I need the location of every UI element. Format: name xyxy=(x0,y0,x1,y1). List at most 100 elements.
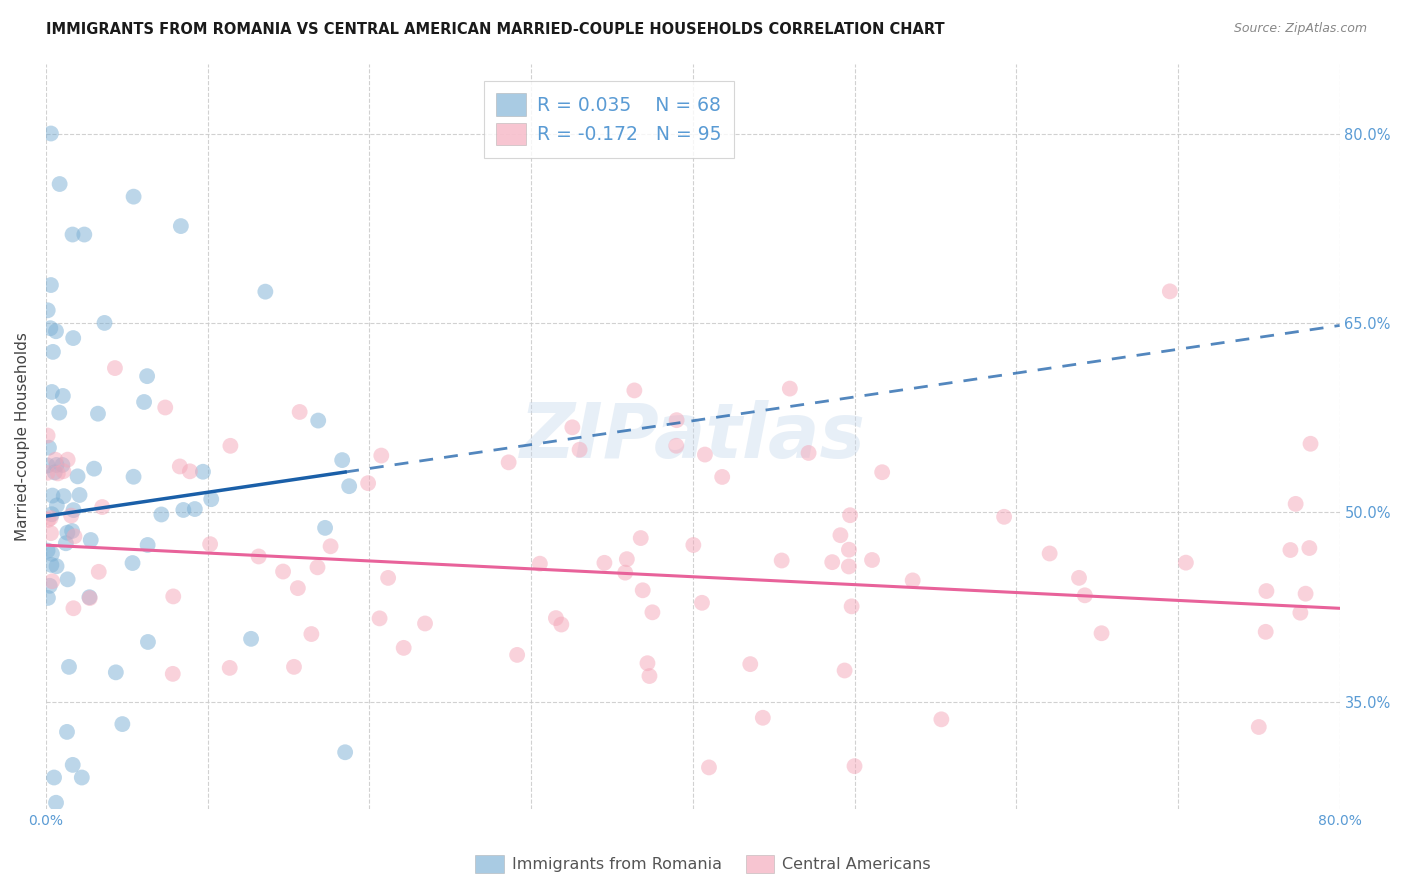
Point xyxy=(41,574,63,589)
Point xyxy=(693,448,716,462)
Point xyxy=(39,278,62,293)
Point xyxy=(1247,720,1270,734)
Point xyxy=(91,500,114,514)
Point xyxy=(155,401,177,415)
Point xyxy=(45,458,67,472)
Point xyxy=(37,303,59,318)
Point xyxy=(841,599,863,614)
Point xyxy=(1298,541,1320,555)
Point xyxy=(616,552,638,566)
Point xyxy=(254,285,277,299)
Point xyxy=(630,531,652,545)
Point xyxy=(62,227,84,242)
Point xyxy=(62,757,84,772)
Point xyxy=(198,537,221,551)
Point xyxy=(56,572,79,586)
Point xyxy=(41,489,63,503)
Point xyxy=(45,324,67,338)
Point xyxy=(52,389,75,403)
Text: IMMIGRANTS FROM ROMANIA VS CENTRAL AMERICAN MARRIED-COUPLE HOUSEHOLDS CORRELATIO: IMMIGRANTS FROM ROMANIA VS CENTRAL AMERI… xyxy=(46,22,945,37)
Point xyxy=(104,665,127,680)
Point xyxy=(931,712,953,726)
Point xyxy=(73,227,96,242)
Point xyxy=(1285,497,1308,511)
Point xyxy=(901,574,924,588)
Point xyxy=(1074,588,1097,602)
Point xyxy=(370,449,392,463)
Point xyxy=(392,640,415,655)
Point xyxy=(219,439,242,453)
Point xyxy=(779,382,801,396)
Point xyxy=(41,384,63,399)
Point xyxy=(39,511,62,525)
Point xyxy=(1174,556,1197,570)
Point xyxy=(38,441,60,455)
Point xyxy=(80,533,103,547)
Point xyxy=(1254,624,1277,639)
Point xyxy=(162,590,184,604)
Point xyxy=(39,127,62,141)
Point xyxy=(529,557,551,571)
Point xyxy=(41,558,63,572)
Point xyxy=(70,771,93,785)
Point xyxy=(665,413,688,427)
Point xyxy=(122,189,145,203)
Point xyxy=(561,420,583,434)
Point xyxy=(136,369,159,384)
Point xyxy=(636,657,658,671)
Point xyxy=(93,316,115,330)
Point xyxy=(45,559,67,574)
Point xyxy=(711,470,734,484)
Point xyxy=(860,553,883,567)
Point xyxy=(41,547,63,561)
Y-axis label: Married-couple Households: Married-couple Households xyxy=(15,332,30,541)
Point xyxy=(993,509,1015,524)
Point xyxy=(288,405,311,419)
Legend: Immigrants from Romania, Central Americans: Immigrants from Romania, Central America… xyxy=(468,848,938,880)
Point xyxy=(62,601,84,615)
Point xyxy=(838,559,860,574)
Point xyxy=(150,508,173,522)
Point xyxy=(838,542,860,557)
Point xyxy=(1039,547,1062,561)
Point xyxy=(690,596,713,610)
Text: Source: ZipAtlas.com: Source: ZipAtlas.com xyxy=(1233,22,1367,36)
Point xyxy=(1159,285,1181,299)
Point xyxy=(79,591,101,605)
Point xyxy=(1289,606,1312,620)
Point xyxy=(44,452,66,467)
Point xyxy=(56,725,79,739)
Point xyxy=(42,344,65,359)
Point xyxy=(413,616,436,631)
Point xyxy=(37,428,59,442)
Point xyxy=(247,549,270,564)
Point xyxy=(287,581,309,595)
Point xyxy=(179,464,201,478)
Point xyxy=(870,465,893,479)
Point xyxy=(299,627,322,641)
Point xyxy=(39,526,62,541)
Point xyxy=(307,413,329,427)
Point xyxy=(550,617,572,632)
Point xyxy=(593,556,616,570)
Point xyxy=(48,177,70,191)
Point xyxy=(200,492,222,507)
Point xyxy=(87,565,110,579)
Point xyxy=(357,476,380,491)
Point xyxy=(69,488,91,502)
Point xyxy=(1090,626,1112,640)
Point xyxy=(136,538,159,552)
Point xyxy=(797,446,820,460)
Point xyxy=(172,503,194,517)
Point xyxy=(1295,587,1317,601)
Point xyxy=(307,560,329,574)
Point xyxy=(52,489,75,503)
Point xyxy=(623,384,645,398)
Point xyxy=(568,442,591,457)
Point xyxy=(218,661,240,675)
Text: ZIPatlas: ZIPatlas xyxy=(520,400,866,474)
Point xyxy=(191,465,214,479)
Point xyxy=(44,466,66,480)
Point xyxy=(752,711,775,725)
Point xyxy=(111,717,134,731)
